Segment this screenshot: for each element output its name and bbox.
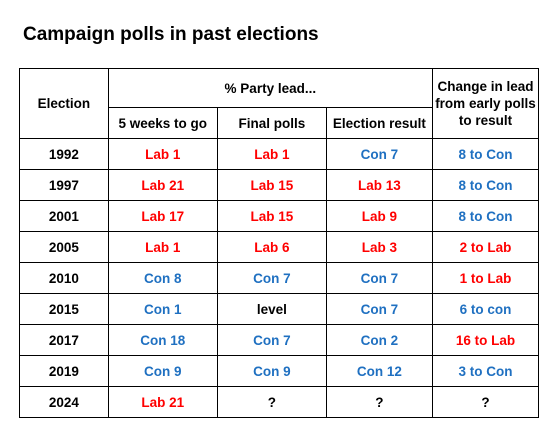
change-cell: 3 to Con	[431, 355, 540, 387]
change-header: Change in lead from early polls to resul…	[431, 68, 540, 139]
page-title: Campaign polls in past elections	[23, 24, 319, 45]
election-cell: 2010	[19, 262, 109, 294]
change-cell: 8 to Con	[431, 169, 540, 201]
election-result-cell: Con 2	[325, 324, 433, 356]
election-result-cell: Con 7	[325, 262, 433, 294]
change-cell: ?	[431, 386, 540, 418]
change-cell: 16 to Lab	[431, 324, 540, 356]
change-cell: 8 to Con	[431, 138, 540, 170]
final-polls-header: Final polls	[216, 107, 327, 139]
final-polls-cell: Lab 6	[216, 231, 327, 263]
final-polls-cell: Lab 15	[216, 169, 327, 201]
weeks5-cell: Lab 1	[107, 138, 218, 170]
weeks5-cell: Lab 21	[107, 386, 218, 418]
election-cell: 2017	[19, 324, 109, 356]
election-cell: 1992	[19, 138, 109, 170]
final-polls-cell: level	[216, 293, 327, 325]
election-cell: 2001	[19, 200, 109, 232]
weeks5-cell: Lab 1	[107, 231, 218, 263]
table-row: 2017 Con 18 Con 7 Con 2 16 to Lab	[19, 324, 540, 356]
final-polls-cell: Con 9	[216, 355, 327, 387]
election-result-header: Election result	[325, 107, 433, 139]
election-result-cell: Lab 3	[325, 231, 433, 263]
election-cell: 2005	[19, 231, 109, 263]
weeks5-cell: Con 8	[107, 262, 218, 294]
party-lead-header: % Party lead...	[107, 68, 433, 108]
final-polls-cell: Lab 1	[216, 138, 327, 170]
final-polls-cell: Con 7	[216, 262, 327, 294]
table-row: 1997 Lab 21 Lab 15 Lab 13 8 to Con	[19, 169, 540, 201]
change-cell: 2 to Lab	[431, 231, 540, 263]
weeks5-cell: Con 1	[107, 293, 218, 325]
election-result-cell: Con 12	[325, 355, 433, 387]
election-result-cell: ?	[325, 386, 433, 418]
final-polls-cell: Con 7	[216, 324, 327, 356]
election-header: Election	[19, 68, 109, 139]
election-result-cell: Con 7	[325, 293, 433, 325]
weeks5-cell: Con 9	[107, 355, 218, 387]
election-cell: 2019	[19, 355, 109, 387]
change-cell: 6 to con	[431, 293, 540, 325]
election-cell: 2024	[19, 386, 109, 418]
change-cell: 1 to Lab	[431, 262, 540, 294]
election-result-cell: Lab 13	[325, 169, 433, 201]
election-result-cell: Con 7	[325, 138, 433, 170]
weeks5-header: 5 weeks to go	[107, 107, 218, 139]
weeks5-cell: Lab 21	[107, 169, 218, 201]
election-cell: 1997	[19, 169, 109, 201]
table-header: Election % Party lead... Change in lead …	[19, 68, 540, 139]
change-cell: 8 to Con	[431, 200, 540, 232]
polls-table: Election % Party lead... Change in lead …	[19, 68, 540, 418]
final-polls-cell: Lab 15	[216, 200, 327, 232]
table-row: 2024 Lab 21???	[19, 386, 540, 418]
weeks5-cell: Con 18	[107, 324, 218, 356]
weeks5-cell: Lab 17	[107, 200, 218, 232]
election-cell: 2015	[19, 293, 109, 325]
election-result-cell: Lab 9	[325, 200, 433, 232]
final-polls-cell: ?	[216, 386, 327, 418]
table-row: 2019 Con 9 Con 9 Con 12 3 to Con	[19, 355, 540, 387]
